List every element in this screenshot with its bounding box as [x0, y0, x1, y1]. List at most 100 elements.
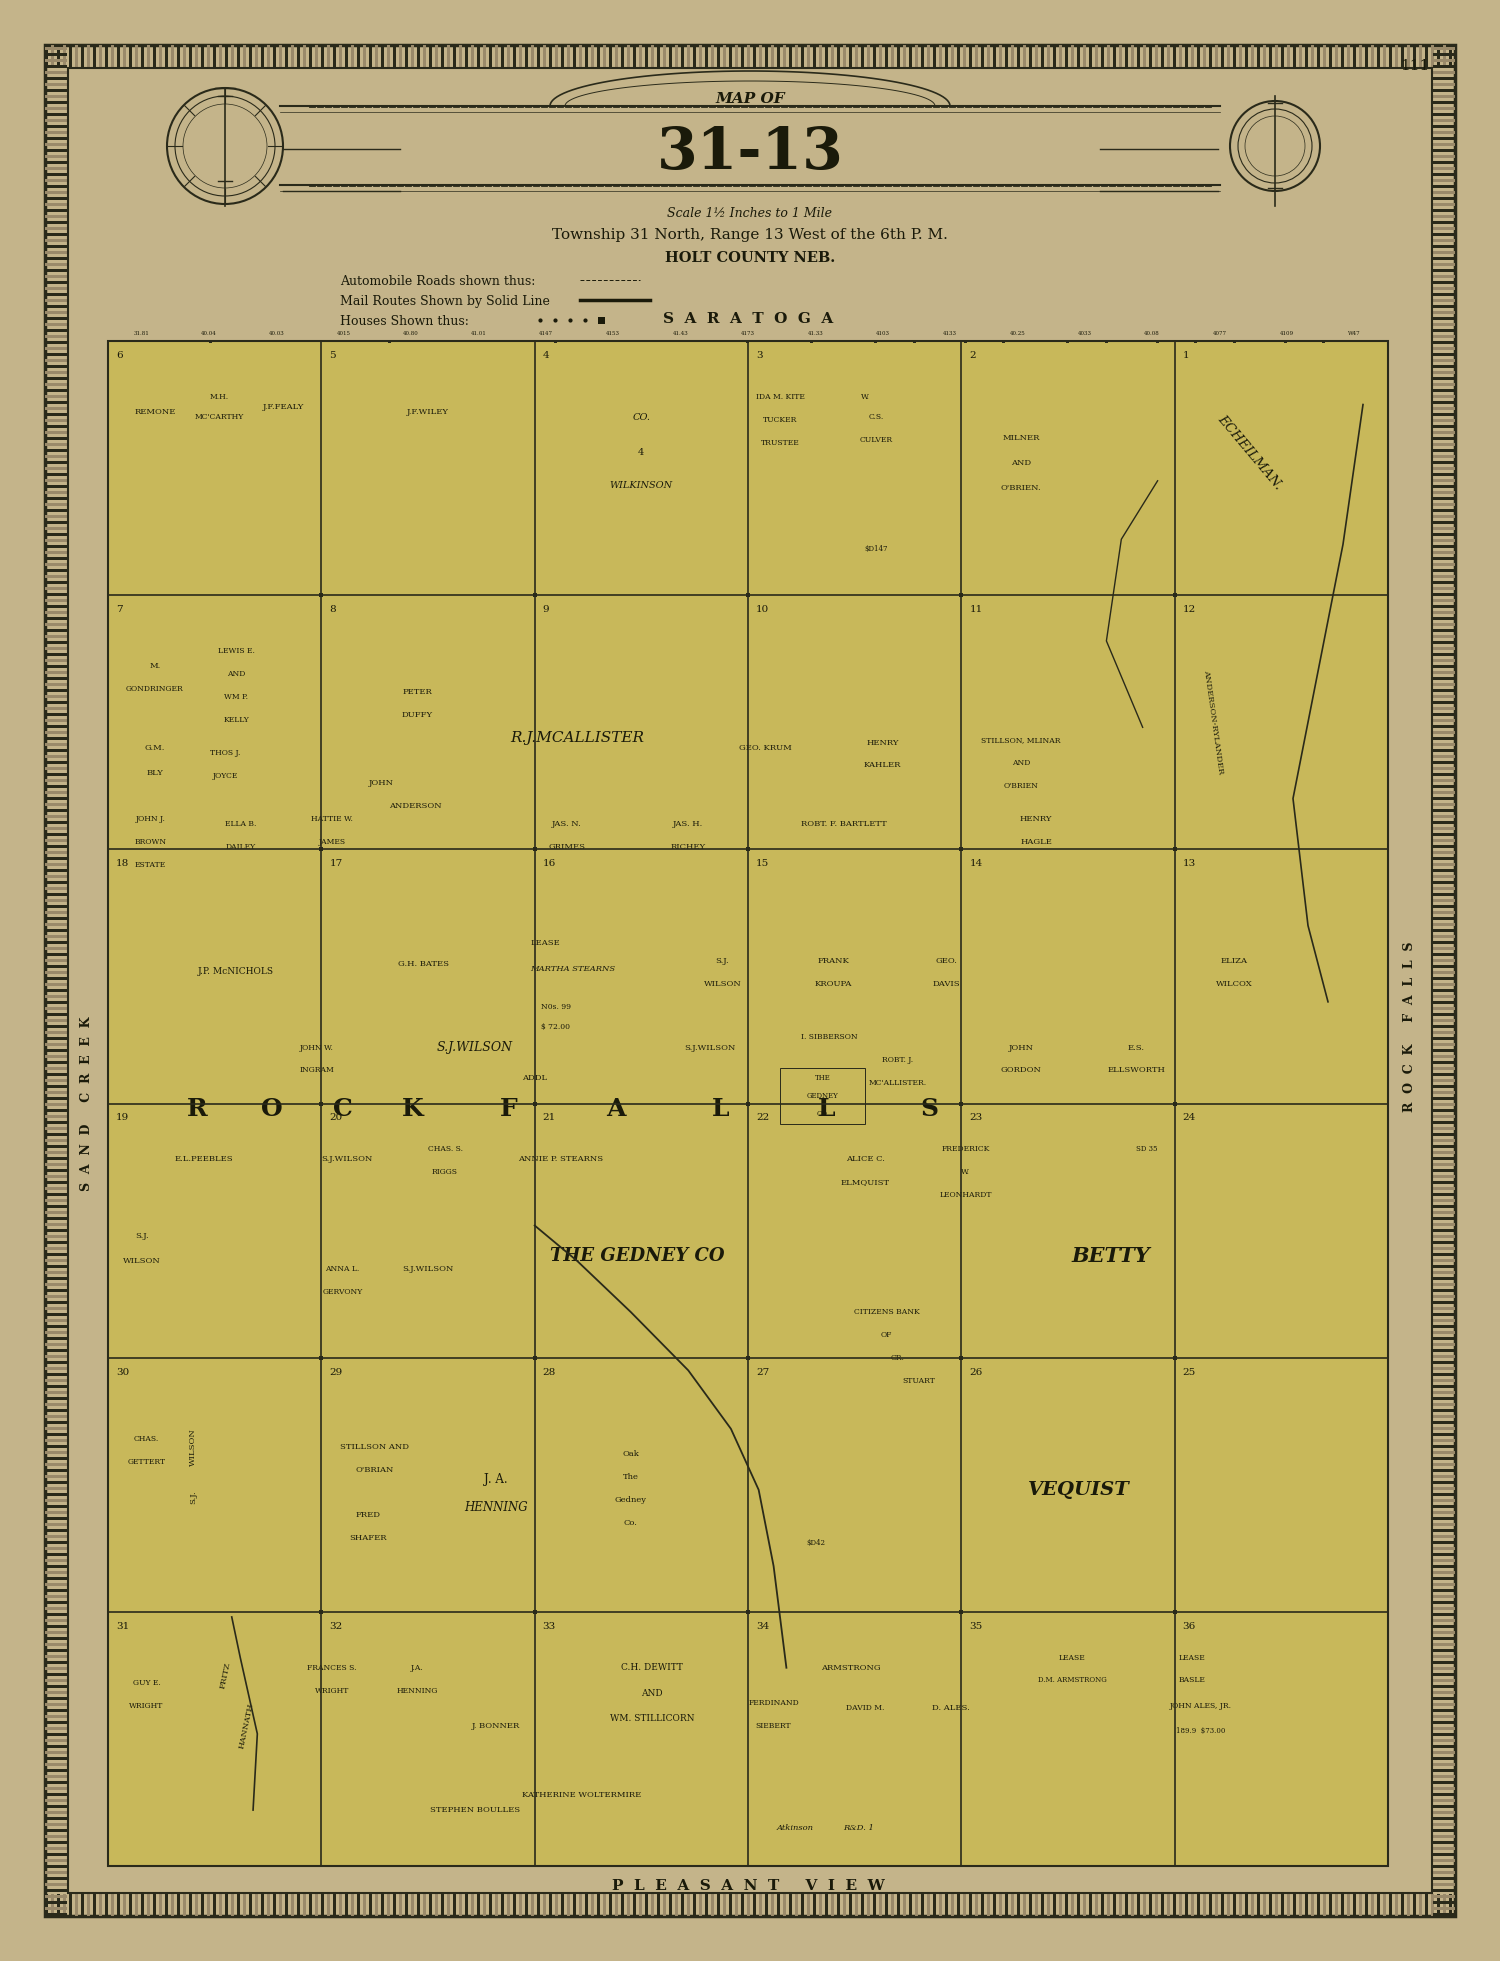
Bar [1389, 1894, 1392, 1916]
Bar [75, 45, 78, 67]
Bar [1432, 761, 1455, 765]
Bar [711, 1894, 714, 1916]
Bar [1089, 45, 1092, 67]
Bar [1432, 216, 1455, 218]
Bar [435, 45, 438, 67]
Bar [914, 339, 916, 343]
Text: 41.01: 41.01 [471, 331, 486, 335]
Bar [1329, 1894, 1332, 1916]
Bar [1432, 1061, 1455, 1065]
Bar [555, 45, 558, 67]
Bar [45, 1294, 68, 1298]
Bar [1432, 190, 1455, 194]
Bar [489, 45, 492, 67]
Text: 41.43: 41.43 [674, 331, 688, 335]
Bar [45, 353, 68, 357]
Bar [369, 45, 372, 67]
Bar [45, 1859, 68, 1863]
Bar [1432, 1812, 1455, 1814]
Bar [1432, 1428, 1455, 1430]
Bar [45, 1037, 68, 1039]
Bar [45, 59, 68, 63]
Text: KELLY: KELLY [224, 716, 249, 724]
Bar [1432, 473, 1455, 477]
Bar [1002, 339, 1005, 343]
Bar [960, 592, 963, 598]
Bar [45, 1133, 68, 1135]
Bar [759, 1894, 762, 1916]
Bar [960, 1355, 963, 1359]
Bar [45, 196, 68, 200]
Bar [1432, 545, 1455, 547]
Bar [249, 45, 252, 67]
Bar [45, 335, 68, 337]
Bar [1432, 131, 1455, 133]
Bar [1432, 965, 1455, 969]
Text: 4077: 4077 [1212, 331, 1227, 335]
Bar [45, 1337, 68, 1339]
Text: 6: 6 [116, 351, 123, 361]
Bar [1432, 1588, 1455, 1592]
Bar [309, 1894, 312, 1916]
Bar [687, 45, 690, 67]
Text: Houses Shown thus:: Houses Shown thus: [340, 314, 470, 327]
Bar [1305, 45, 1308, 67]
Bar [1023, 1894, 1026, 1916]
Bar [1432, 863, 1455, 867]
Bar [45, 1643, 68, 1645]
Bar [579, 45, 582, 67]
Bar [45, 1277, 68, 1281]
Bar [1432, 1757, 1455, 1761]
Bar [1432, 365, 1455, 369]
Bar [513, 45, 516, 67]
Bar [453, 1894, 456, 1916]
Text: The: The [622, 1473, 639, 1481]
Bar [45, 1122, 68, 1124]
Bar [1432, 467, 1455, 471]
Bar [1155, 1894, 1158, 1916]
Bar [45, 1384, 68, 1388]
Bar [1432, 1883, 1455, 1886]
Bar [1432, 210, 1455, 212]
Bar [393, 45, 396, 67]
Bar [1432, 598, 1455, 602]
Text: KAHLER: KAHLER [864, 761, 901, 769]
Bar [45, 1739, 68, 1741]
Bar [1432, 828, 1455, 830]
Bar [1432, 1716, 1455, 1718]
Bar [1197, 1894, 1200, 1916]
Bar [1221, 45, 1224, 67]
Bar [45, 953, 68, 957]
Text: STUART: STUART [902, 1377, 934, 1384]
Bar [1395, 1894, 1398, 1916]
Bar [1432, 1853, 1455, 1855]
Bar [375, 45, 378, 67]
Bar [45, 935, 68, 937]
Bar [795, 1894, 798, 1916]
Bar [1432, 784, 1455, 788]
Bar [267, 45, 270, 67]
Text: 4147: 4147 [538, 331, 554, 335]
Bar [45, 653, 68, 657]
Bar [45, 977, 68, 980]
Bar [1432, 1722, 1455, 1724]
Bar [1017, 1894, 1020, 1916]
Text: Automobile Roads shown thus:: Automobile Roads shown thus: [340, 275, 536, 288]
Bar [891, 1894, 894, 1916]
Bar [1263, 1894, 1266, 1916]
Bar [171, 1894, 174, 1916]
Bar [801, 45, 804, 67]
Bar [423, 1894, 426, 1916]
Bar [693, 45, 696, 67]
Bar [663, 1894, 666, 1916]
Text: TRUSTEE: TRUSTEE [760, 439, 800, 447]
Bar [45, 1824, 68, 1826]
Bar [1131, 1894, 1134, 1916]
Bar [45, 431, 68, 433]
Text: O: O [261, 1096, 284, 1120]
Text: DAILEY: DAILEY [225, 843, 255, 851]
Bar [1432, 1361, 1455, 1365]
Text: 4153: 4153 [606, 331, 621, 335]
Bar [147, 45, 150, 67]
Bar [45, 1355, 68, 1359]
